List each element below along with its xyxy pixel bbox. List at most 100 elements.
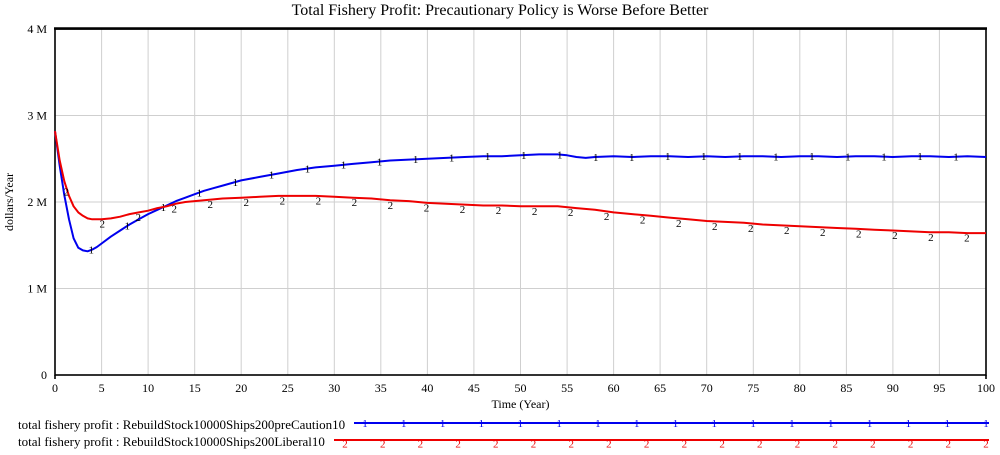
series-marker-1: 1 bbox=[269, 170, 275, 182]
x-tick-label: 65 bbox=[654, 381, 666, 395]
legend-marker-2: 2 bbox=[568, 438, 574, 450]
series-marker-1: 1 bbox=[125, 221, 131, 233]
series-marker-2: 2 bbox=[784, 225, 790, 237]
legend-marker-1: 1 bbox=[401, 417, 407, 429]
series-marker-2: 2 bbox=[460, 204, 466, 216]
legend-marker-2: 2 bbox=[832, 438, 838, 450]
legend-marker-2: 2 bbox=[606, 438, 612, 450]
legend-marker-2: 2 bbox=[945, 438, 951, 450]
series-marker-2: 2 bbox=[63, 187, 69, 199]
series-marker-1: 1 bbox=[953, 152, 959, 164]
legend-marker-1: 1 bbox=[828, 417, 834, 429]
series-marker-2: 2 bbox=[316, 196, 322, 208]
x-tick-label: 40 bbox=[421, 381, 433, 395]
series-marker-2: 2 bbox=[568, 207, 574, 219]
series-marker-1: 1 bbox=[845, 151, 851, 163]
x-tick-label: 55 bbox=[561, 381, 573, 395]
legend-marker-2: 2 bbox=[531, 438, 537, 450]
series-marker-2: 2 bbox=[135, 212, 141, 224]
series-marker-2: 2 bbox=[388, 200, 394, 212]
legend-marker-1: 1 bbox=[556, 417, 562, 429]
series-marker-2: 2 bbox=[712, 221, 718, 233]
legend-marker-2: 2 bbox=[908, 438, 914, 450]
series-marker-1: 1 bbox=[89, 245, 95, 257]
series-marker-1: 1 bbox=[737, 151, 743, 163]
x-tick-label: 100 bbox=[977, 381, 995, 395]
legend-marker-1: 1 bbox=[750, 417, 756, 429]
series-marker-1: 1 bbox=[485, 151, 491, 163]
series-marker-1: 1 bbox=[701, 151, 707, 163]
series-marker-1: 1 bbox=[377, 156, 383, 168]
legend-marker-1: 1 bbox=[789, 417, 795, 429]
series-marker-1: 1 bbox=[233, 177, 239, 189]
legend-line-precaution: 1 1 1 1 1 1 1 1 1 1 1 1 1 1 1 1 1 bbox=[353, 416, 990, 434]
legend-marker-1: 1 bbox=[673, 417, 679, 429]
legend-marker-1: 1 bbox=[983, 417, 989, 429]
series-marker-2: 2 bbox=[496, 205, 502, 217]
x-tick-label: 35 bbox=[375, 381, 387, 395]
y-tick-label: 0 bbox=[41, 368, 47, 382]
legend-label-precaution: total fishery profit : RebuildStock10000… bbox=[18, 416, 346, 432]
legend-line-svg: 1 1 1 1 1 1 1 1 1 1 1 1 1 1 1 1 1 bbox=[354, 417, 990, 429]
x-tick-label: 70 bbox=[701, 381, 713, 395]
series-marker-2: 2 bbox=[99, 219, 105, 231]
y-tick-label: 1 M bbox=[27, 282, 47, 296]
x-tick-label: 90 bbox=[887, 381, 899, 395]
x-tick-label: 30 bbox=[328, 381, 340, 395]
x-tick-label: 60 bbox=[608, 381, 620, 395]
x-tick-label: 15 bbox=[189, 381, 201, 395]
legend-marker-1: 1 bbox=[634, 417, 640, 429]
chart-title: Total Fishery Profit: Precautionary Poli… bbox=[291, 2, 709, 19]
series-marker-1: 1 bbox=[197, 187, 203, 199]
legend-marker-2: 2 bbox=[644, 438, 650, 450]
legend-marker-2: 2 bbox=[342, 438, 348, 450]
series-marker-2: 2 bbox=[604, 211, 610, 223]
legend-marker-2: 2 bbox=[795, 438, 801, 450]
legend-marker-1: 1 bbox=[867, 417, 873, 429]
series-marker-2: 2 bbox=[676, 218, 682, 230]
series-marker-1: 1 bbox=[809, 151, 815, 163]
x-tick-label: 20 bbox=[235, 381, 247, 395]
series-marker-1: 1 bbox=[665, 151, 671, 163]
x-tick-label: 85 bbox=[840, 381, 852, 395]
series-line-1 bbox=[54, 130, 987, 253]
legend-marker-2: 2 bbox=[983, 438, 989, 450]
series-marker-2: 2 bbox=[640, 215, 646, 227]
series-marker-2: 2 bbox=[424, 202, 430, 214]
x-tick-label: 95 bbox=[933, 381, 945, 395]
legend-marker-2: 2 bbox=[870, 438, 876, 450]
series-marker-1: 1 bbox=[341, 160, 347, 172]
series-marker-1: 1 bbox=[305, 163, 311, 175]
series-marker-1: 1 bbox=[881, 151, 887, 163]
series-marker-2: 2 bbox=[532, 206, 538, 218]
legend-marker-1: 1 bbox=[945, 417, 951, 429]
series-marker-2: 2 bbox=[748, 223, 754, 235]
x-tick-label: 5 bbox=[99, 381, 105, 395]
series-marker-1: 1 bbox=[629, 152, 635, 164]
series-marker-2: 2 bbox=[892, 230, 898, 242]
legend-row-liberal: total fishery profit : RebuildStock10000… bbox=[0, 433, 1000, 450]
x-axis-title: Time (Year) bbox=[491, 397, 549, 411]
legend-marker-1: 1 bbox=[906, 417, 912, 429]
series-marker-1: 1 bbox=[917, 151, 923, 163]
series-marker-2: 2 bbox=[352, 197, 358, 209]
series-marker-2: 2 bbox=[280, 195, 286, 207]
series-marker-2: 2 bbox=[172, 204, 178, 216]
legend-marker-1: 1 bbox=[518, 417, 524, 429]
x-tick-label: 0 bbox=[52, 381, 58, 395]
legend-marker-2: 2 bbox=[380, 438, 386, 450]
legend-row-precaution: total fishery profit : RebuildStock10000… bbox=[0, 416, 1000, 433]
legend-marker-1: 1 bbox=[440, 417, 446, 429]
legend-line-svg: 2 2 2 2 2 2 2 2 2 2 2 2 2 2 2 2 2 2 bbox=[333, 438, 989, 450]
legend-marker-2: 2 bbox=[493, 438, 499, 450]
series-marker-2: 2 bbox=[208, 199, 214, 211]
series-marker-1: 1 bbox=[557, 149, 563, 161]
legend-marker-1: 1 bbox=[595, 417, 601, 429]
series-marker-1: 1 bbox=[773, 152, 779, 164]
x-tick-label: 10 bbox=[142, 381, 154, 395]
x-tick-label: 50 bbox=[515, 381, 527, 395]
x-tick-label: 25 bbox=[282, 381, 294, 395]
series-marker-1: 1 bbox=[449, 152, 455, 164]
series-marker-2: 2 bbox=[964, 233, 970, 245]
